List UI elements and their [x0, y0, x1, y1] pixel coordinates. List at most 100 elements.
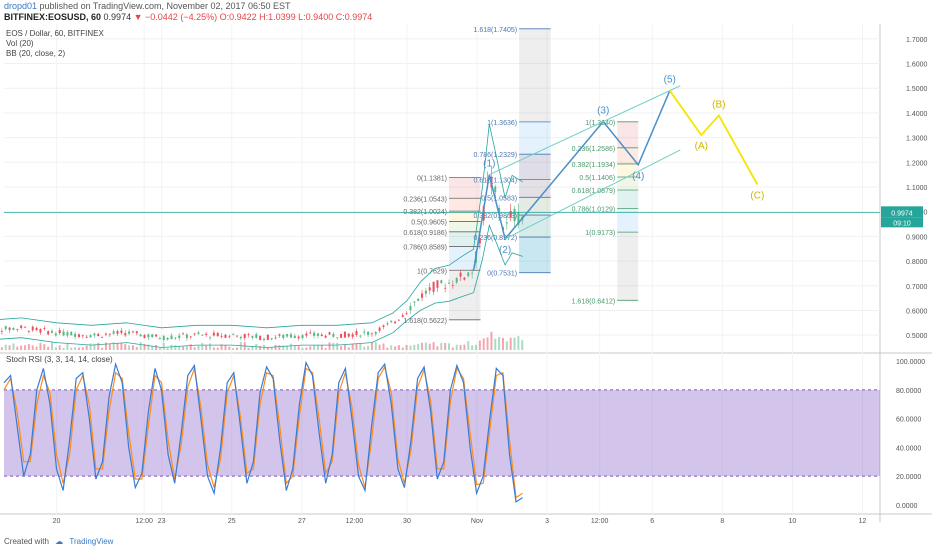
candle-body[interactable]	[463, 277, 466, 280]
candle-body[interactable]	[166, 337, 169, 340]
candle-body[interactable]	[343, 331, 346, 338]
candle-body[interactable]	[382, 325, 385, 327]
candle-body[interactable]	[374, 331, 377, 334]
candle-body[interactable]	[486, 180, 489, 182]
candle-body[interactable]	[116, 331, 119, 334]
candle-body[interactable]	[232, 334, 235, 336]
candle-body[interactable]	[309, 332, 312, 334]
candle-body[interactable]	[459, 272, 462, 277]
candle-body[interactable]	[182, 333, 185, 335]
candle-body[interactable]	[170, 335, 173, 340]
candle-body[interactable]	[77, 334, 80, 337]
candle-body[interactable]	[370, 333, 373, 335]
candle-body[interactable]	[151, 334, 154, 337]
candle-body[interactable]	[62, 331, 65, 336]
candle-body[interactable]	[378, 327, 381, 331]
candle-body[interactable]	[394, 321, 397, 324]
author-link[interactable]: dropd01	[4, 1, 38, 11]
candle-body[interactable]	[35, 327, 38, 331]
chart-canvas[interactable]: 0(1.1381)0.236(1.0543)0.382(1.0024)0.5(0…	[0, 24, 932, 533]
candle-body[interactable]	[305, 333, 308, 336]
candle-body[interactable]	[120, 330, 123, 333]
rsi-pane[interactable]	[3, 360, 880, 503]
candle-body[interactable]	[43, 328, 46, 330]
candle-body[interactable]	[224, 334, 227, 338]
candle-body[interactable]	[54, 333, 57, 336]
candle-body[interactable]	[185, 334, 188, 339]
candle-body[interactable]	[494, 186, 497, 192]
candle-body[interactable]	[197, 332, 200, 334]
candle-body[interactable]	[66, 332, 69, 336]
candle-body[interactable]	[97, 333, 100, 337]
candle-body[interactable]	[286, 334, 289, 337]
candle-body[interactable]	[297, 336, 300, 339]
candle-body[interactable]	[47, 331, 50, 335]
candle-body[interactable]	[262, 338, 265, 341]
candle-body[interactable]	[405, 313, 408, 315]
candle-body[interactable]	[316, 333, 319, 336]
channel-lower-line[interactable]	[504, 149, 681, 240]
elliott-wave-line[interactable]	[472, 90, 671, 272]
candle-body[interactable]	[128, 331, 131, 334]
candle-body[interactable]	[328, 332, 331, 335]
candle-body[interactable]	[131, 331, 134, 333]
candle-body[interactable]	[112, 331, 115, 334]
candle-body[interactable]	[108, 333, 111, 335]
candle-body[interactable]	[498, 208, 501, 213]
candle-body[interactable]	[448, 282, 451, 284]
candle-body[interactable]	[351, 334, 354, 337]
tradingview-brand[interactable]: TradingView	[69, 537, 114, 546]
candle-body[interactable]	[397, 319, 400, 321]
candle-body[interactable]	[340, 333, 343, 338]
tradingview-logo-icon[interactable]: ☁	[55, 537, 64, 546]
candle-body[interactable]	[51, 330, 54, 333]
price-pane[interactable]: (1) (2) (3) (4) (5) (A) (B) (C)	[0, 75, 880, 350]
candle-body[interactable]	[205, 333, 208, 336]
candle-body[interactable]	[440, 280, 443, 283]
candle-body[interactable]	[293, 335, 296, 339]
candle-body[interactable]	[4, 326, 7, 330]
candle-body[interactable]	[135, 331, 138, 334]
candle-body[interactable]	[247, 334, 250, 336]
candle-body[interactable]	[278, 334, 281, 336]
candle-body[interactable]	[478, 238, 481, 244]
candle-body[interactable]	[509, 211, 512, 218]
candle-body[interactable]	[209, 337, 212, 339]
rsi-k-line[interactable]	[3, 360, 523, 503]
candle-body[interactable]	[174, 337, 177, 339]
candle-body[interactable]	[467, 272, 470, 277]
candle-body[interactable]	[143, 335, 146, 338]
candle-body[interactable]	[239, 336, 242, 339]
candle-body[interactable]	[266, 334, 269, 341]
candle-body[interactable]	[324, 335, 327, 338]
candle-body[interactable]	[124, 333, 127, 336]
candle-body[interactable]	[386, 323, 389, 325]
candle-body[interactable]	[220, 336, 223, 337]
candle-body[interactable]	[201, 334, 204, 336]
candle-body[interactable]	[39, 328, 42, 333]
candle-body[interactable]	[401, 315, 404, 317]
candle-body[interactable]	[74, 333, 77, 337]
candle-body[interactable]	[178, 335, 181, 339]
candle-body[interactable]	[444, 287, 447, 289]
candle-body[interactable]	[93, 333, 96, 336]
candle-body[interactable]	[424, 290, 427, 294]
candle-body[interactable]	[274, 337, 277, 339]
candle-body[interactable]	[355, 331, 358, 335]
candle-body[interactable]	[359, 335, 362, 337]
candle-body[interactable]	[81, 335, 84, 337]
candle-body[interactable]	[101, 336, 104, 338]
candle-body[interactable]	[243, 333, 246, 339]
candle-body[interactable]	[347, 333, 350, 337]
candle-body[interactable]	[155, 334, 158, 337]
candle-body[interactable]	[513, 208, 516, 222]
candle-body[interactable]	[432, 281, 435, 292]
candle-body[interactable]	[16, 328, 19, 330]
candle-body[interactable]	[139, 334, 142, 337]
candle-body[interactable]	[193, 333, 196, 335]
candle-body[interactable]	[517, 211, 520, 225]
candle-body[interactable]	[505, 222, 508, 224]
candle-body[interactable]	[336, 337, 339, 339]
candle-body[interactable]	[20, 325, 23, 328]
candle-body[interactable]	[70, 331, 73, 336]
